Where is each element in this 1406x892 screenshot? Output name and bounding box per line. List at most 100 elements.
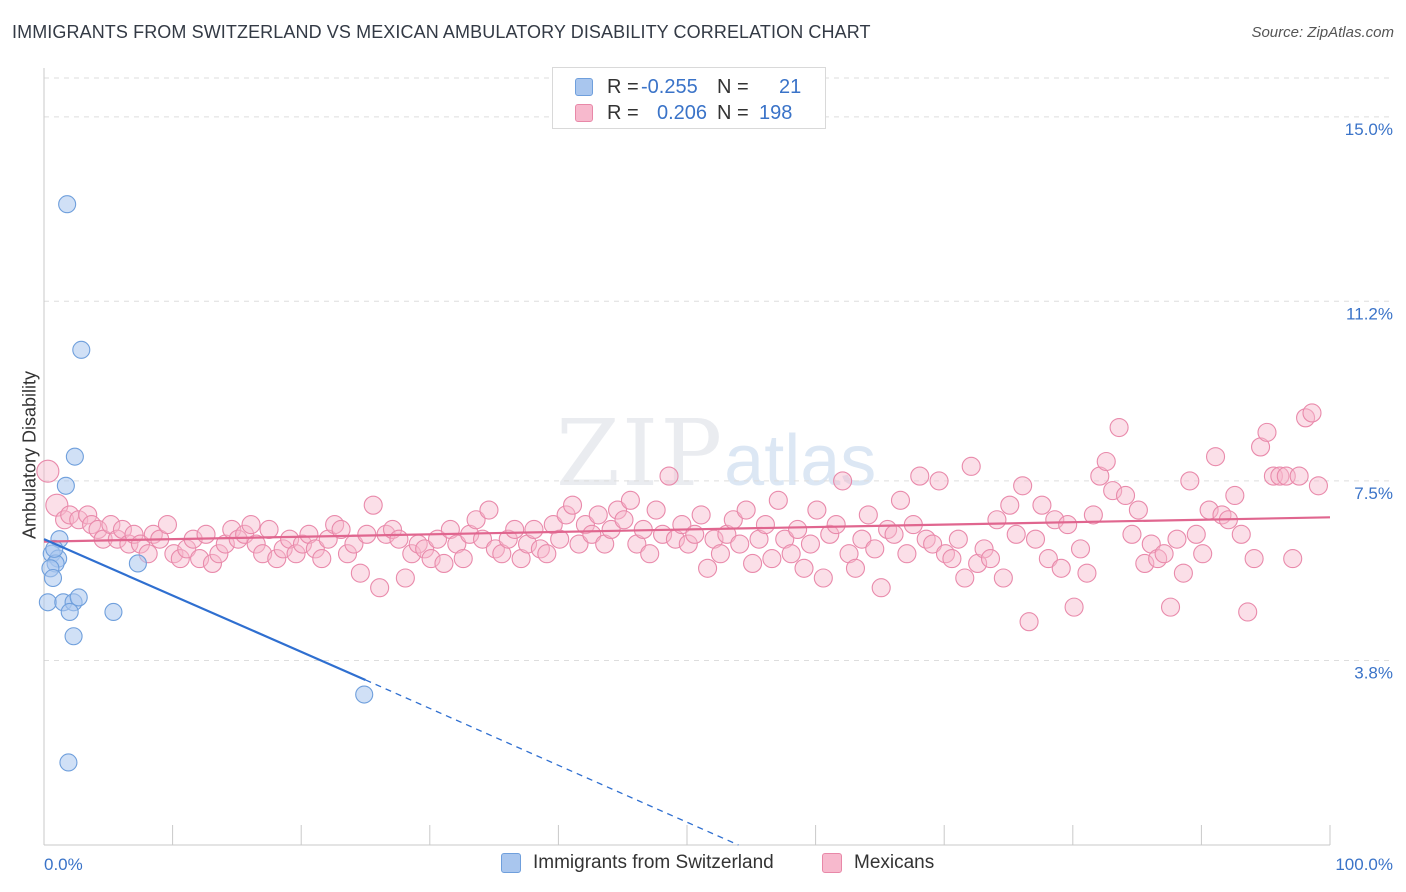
mexicans-point [305, 539, 325, 559]
switzerland-point [355, 685, 374, 704]
mexicans-point [1019, 612, 1039, 632]
switzerland-point [59, 753, 78, 772]
switzerland-point [64, 627, 83, 646]
mexicans-point [69, 510, 89, 530]
mexicans-point [312, 549, 332, 569]
mexicans-point [253, 544, 273, 564]
mexicans-point [948, 529, 968, 549]
switzerland-points [38, 195, 374, 772]
mexicans-point [190, 549, 210, 569]
mexicans-trend-line [43, 516, 1331, 543]
mexicans-point [800, 534, 821, 554]
mexicans-point [325, 515, 345, 535]
y-tick-label: 7.5% [1354, 484, 1393, 503]
mexicans-point [196, 524, 216, 544]
mexicans-point [890, 490, 911, 510]
switzerland-trend-extension [365, 679, 739, 846]
watermark-atlas: atlas [724, 421, 877, 501]
mexicans-point [974, 539, 994, 559]
mexicans-point [923, 534, 943, 554]
mexicans-point [1051, 558, 1071, 578]
mexicans-point [556, 505, 576, 525]
switzerland-point [69, 588, 88, 607]
tick-labels: 3.8% 7.5% 11.2% 15.0% 0.0% 100.0% [44, 120, 1393, 874]
x-tick-label-max: 100.0% [1335, 855, 1393, 874]
mexicans-point [575, 515, 595, 535]
mexicans-point [1193, 544, 1213, 564]
mexicans-point [678, 534, 698, 554]
mexicans-point [755, 515, 775, 535]
legend-n-value: 21 [779, 75, 802, 98]
mexicans-point [395, 568, 415, 588]
mexicans-point [614, 510, 634, 530]
mexicans-point [1013, 476, 1033, 496]
mexicans-point [858, 505, 878, 525]
mexicans-point [1270, 466, 1290, 486]
mexicans-point [36, 459, 60, 483]
mexicans-point [1000, 495, 1020, 515]
y-axis-label: Ambulatory Disability [19, 370, 40, 540]
mexicans-point [1167, 529, 1187, 549]
mexicans-point [1154, 544, 1174, 564]
mexicans-point [1296, 408, 1316, 428]
mexicans-point [415, 539, 435, 559]
legend-n-value: 198 [759, 101, 793, 124]
legend-r-label: R = [607, 75, 639, 98]
mexicans-point [820, 524, 840, 544]
mexicans-point [826, 515, 846, 535]
mexicans-point [1231, 524, 1251, 544]
mexicans-point [961, 456, 981, 476]
switzerland-point [58, 195, 77, 214]
mexicans-point [794, 558, 814, 578]
trend-lines [43, 516, 1331, 846]
mexicans-point [852, 529, 872, 549]
chart-title: IMMIGRANTS FROM SWITZERLAND VS MEXICAN A… [12, 22, 871, 42]
mexicans-point [685, 524, 705, 544]
mexicans-point [1032, 495, 1052, 515]
mexicans-point [350, 563, 370, 583]
mexicans-point [955, 568, 975, 588]
mexicans-point [472, 529, 493, 549]
mexicans-point [659, 466, 679, 486]
bottom-legend-mexicans: Mexicans [822, 852, 934, 874]
mexicans-point [1025, 529, 1046, 549]
mexicans-point [498, 529, 518, 549]
switzerland-point [128, 554, 147, 573]
mexicans-point [1109, 417, 1129, 438]
mexicans-point [1244, 549, 1264, 569]
legend-r-label: R = [607, 101, 639, 124]
mexicans-point [1283, 549, 1303, 569]
mexicans-point [1122, 524, 1142, 544]
mexicans-point [1257, 422, 1277, 442]
mexicans-point [897, 544, 917, 564]
switzerland-point [65, 447, 84, 466]
bottom-legend-label-mexicans: Mexicans [854, 852, 935, 873]
mexicans-point [691, 505, 711, 525]
mexicans-point [1148, 549, 1168, 569]
correlation-legend: R = -0.255 N = 21 R = 0.206 N = 198 [552, 67, 826, 129]
bottom-legend-switzerland: Immigrants from Switzerland [501, 852, 774, 874]
mexicans-point [164, 544, 184, 564]
legend-r-value: 0.206 [657, 101, 708, 124]
mexicans-point [157, 515, 178, 535]
mexicans-point [1103, 481, 1123, 501]
bottom-legend-swatch-mexicans [822, 853, 842, 873]
mexicans-point [929, 471, 949, 491]
mexicans-point [1038, 549, 1058, 569]
mexicans-point [601, 519, 621, 540]
mexicans-point [640, 544, 660, 564]
switzerland-point [38, 593, 57, 612]
mexicans-point [1160, 597, 1181, 617]
mexicans-point [402, 544, 422, 564]
mexicans-point [698, 558, 718, 578]
switzerland-point [60, 602, 79, 622]
mexicans-point [788, 519, 808, 540]
mexicans-point [1064, 597, 1084, 617]
mexicans-point [1128, 500, 1148, 520]
switzerland-trend-line [43, 538, 366, 681]
mexicans-point [209, 544, 229, 564]
mexicans-point [170, 549, 190, 569]
mexicans-point [466, 510, 486, 530]
mexicans-point [530, 539, 550, 559]
